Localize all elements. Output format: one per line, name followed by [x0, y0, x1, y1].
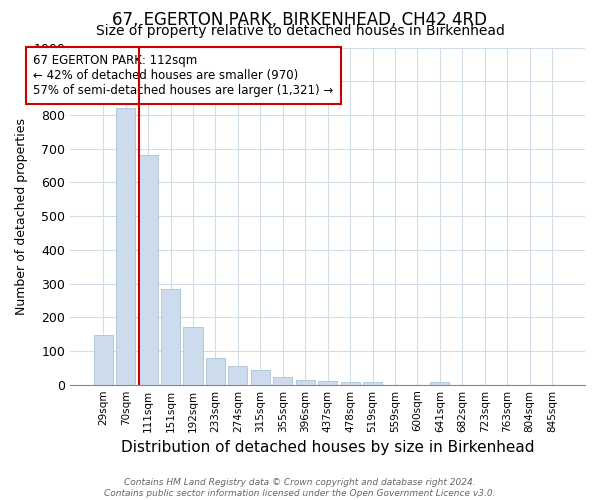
Bar — [273, 378, 292, 384]
Text: Contains HM Land Registry data © Crown copyright and database right 2024.
Contai: Contains HM Land Registry data © Crown c… — [104, 478, 496, 498]
Bar — [296, 380, 315, 384]
Bar — [341, 382, 359, 384]
Text: 67 EGERTON PARK: 112sqm
← 42% of detached houses are smaller (970)
57% of semi-d: 67 EGERTON PARK: 112sqm ← 42% of detache… — [34, 54, 334, 97]
Bar — [184, 326, 203, 384]
Bar — [161, 288, 180, 384]
Bar — [139, 156, 158, 384]
Text: 67, EGERTON PARK, BIRKENHEAD, CH42 4RD: 67, EGERTON PARK, BIRKENHEAD, CH42 4RD — [113, 11, 487, 29]
Bar — [318, 382, 337, 384]
Bar — [229, 366, 247, 384]
Y-axis label: Number of detached properties: Number of detached properties — [15, 118, 28, 314]
X-axis label: Distribution of detached houses by size in Birkenhead: Distribution of detached houses by size … — [121, 440, 535, 455]
Bar — [363, 382, 382, 384]
Text: Size of property relative to detached houses in Birkenhead: Size of property relative to detached ho… — [95, 24, 505, 38]
Bar — [251, 370, 270, 384]
Bar — [116, 108, 135, 384]
Bar — [430, 382, 449, 384]
Bar — [206, 358, 225, 384]
Bar — [94, 335, 113, 384]
